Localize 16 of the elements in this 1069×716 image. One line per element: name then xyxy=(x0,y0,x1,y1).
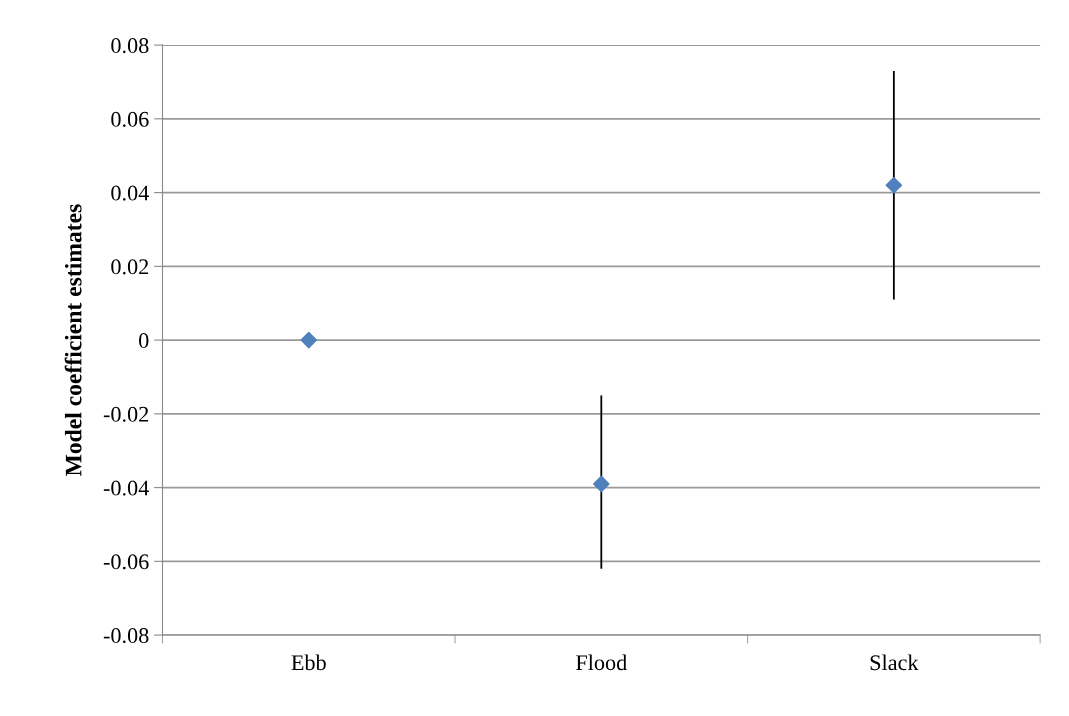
y-tick-label: 0.02 xyxy=(111,259,149,275)
y-tick-label: -0.08 xyxy=(103,628,149,644)
x-tick-label: Flood xyxy=(576,654,627,671)
y-tick-label: 0.08 xyxy=(111,38,149,54)
x-tick-label: Slack xyxy=(870,654,919,671)
y-axis-title: Model coefficient estimates xyxy=(64,204,82,477)
y-tick-label: 0 xyxy=(139,333,149,349)
y-tick-label: 0.06 xyxy=(111,111,149,127)
y-tick-label: 0.04 xyxy=(111,185,149,201)
point xyxy=(593,475,610,493)
y-tick-label: -0.06 xyxy=(103,554,149,570)
x-tick-label: Ebb xyxy=(291,654,326,671)
y-tick-label: -0.04 xyxy=(103,480,149,496)
point xyxy=(885,176,903,194)
point xyxy=(300,331,318,349)
y-tick-label: -0.02 xyxy=(103,406,149,422)
